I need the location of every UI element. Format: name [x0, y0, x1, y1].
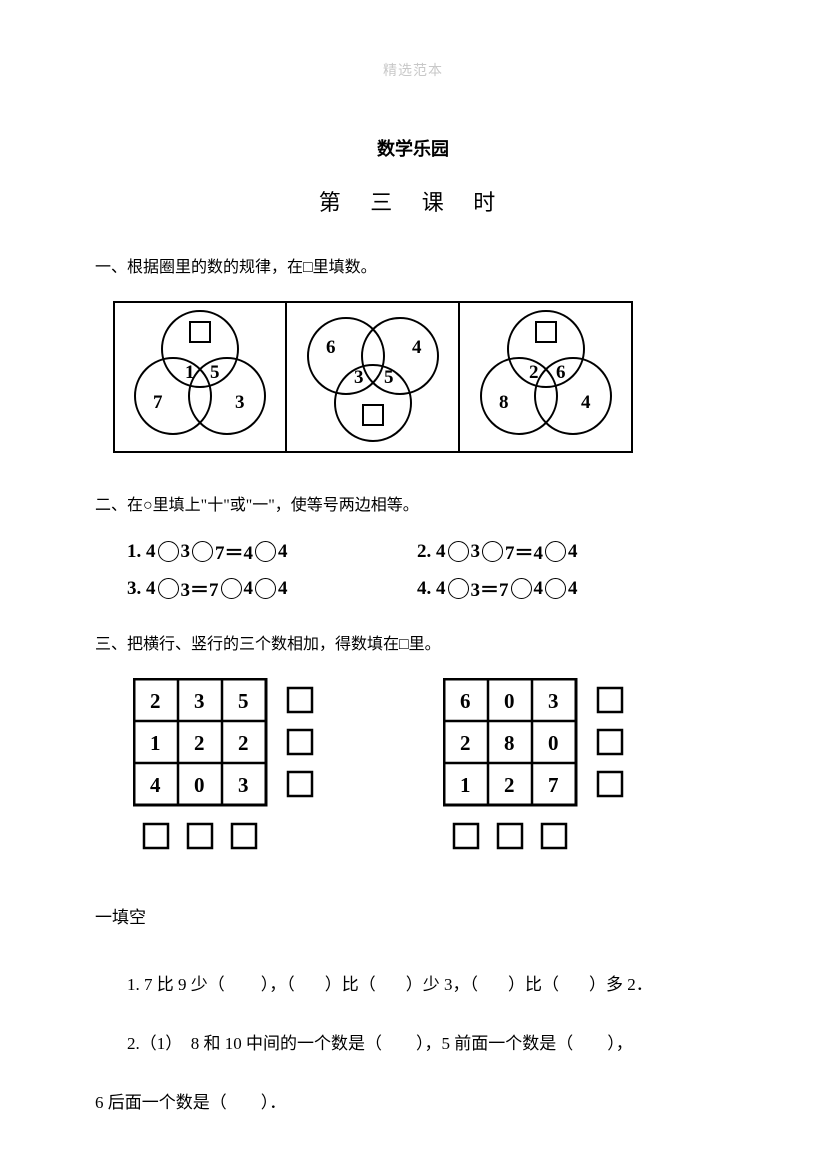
- q1-text: 1. 7 比 9 少（: [127, 975, 225, 994]
- svg-text:1: 1: [460, 773, 471, 797]
- section-2-heading: 二、在○里填上"十"或"一"，使等号两边相等。: [95, 493, 731, 519]
- svg-text:6: 6: [326, 337, 336, 358]
- blank-circle[interactable]: [221, 578, 242, 599]
- svg-text:2: 2: [504, 773, 515, 797]
- svg-text:7: 7: [153, 392, 163, 413]
- blank-circle[interactable]: [511, 578, 532, 599]
- section-1-heading: 一、根据圈里的数的规律，在□里填数。: [95, 255, 731, 281]
- svg-text:0: 0: [548, 731, 559, 755]
- grids-block: 2 3 5 1 2 2 4 0 3 6 0 3 2 8 0 1 2 7: [133, 678, 731, 858]
- equations-block: 1. 437＝44 2. 437＝44 3. 43＝744 4. 43＝744: [95, 538, 731, 602]
- watermark-text: 精选范本: [95, 60, 731, 80]
- grid-1: 2 3 5 1 2 2 4 0 3: [133, 678, 353, 858]
- svg-text:0: 0: [194, 773, 205, 797]
- q2-text: 6 后面一个数是（: [95, 1093, 227, 1112]
- svg-text:5: 5: [384, 367, 394, 388]
- q2-text: ），5 前面一个数是（: [416, 1034, 573, 1053]
- section-3-heading: 三、把横行、竖行的三个数相加，得数填在□里。: [95, 632, 731, 658]
- svg-text:3: 3: [238, 773, 249, 797]
- q2-text: 2.（1） 8 和 10 中间的一个数是（: [127, 1034, 382, 1053]
- blank-circle[interactable]: [448, 541, 469, 562]
- svg-text:1: 1: [150, 731, 161, 755]
- blank-circle[interactable]: [158, 541, 179, 562]
- svg-text:8: 8: [499, 392, 509, 413]
- eq-num: 3.: [127, 578, 141, 600]
- svg-text:5: 5: [210, 362, 220, 383]
- equation-2: 2. 437＝44: [417, 538, 578, 565]
- circles-diagram: 1 5 7 3 6 4 3 5 2 6 8 4: [113, 301, 731, 453]
- svg-text:4: 4: [581, 392, 591, 413]
- q2-text: ），: [607, 1034, 633, 1053]
- blank-circle[interactable]: [545, 578, 566, 599]
- blank-circle[interactable]: [192, 541, 213, 562]
- grid-2: 6 0 3 2 8 0 1 2 7: [443, 678, 663, 858]
- blank-circle[interactable]: [545, 541, 566, 562]
- fill-question-1: 1. 7 比 9 少（ ），（ ）比（ ）少 3，（ ）比（ ）多 2．: [95, 963, 731, 1007]
- blank-circle[interactable]: [255, 578, 276, 599]
- svg-text:8: 8: [504, 731, 515, 755]
- q2-text: ）．: [261, 1093, 287, 1112]
- svg-text:6: 6: [460, 689, 471, 713]
- blank-circle[interactable]: [482, 541, 503, 562]
- svg-text:6: 6: [556, 362, 566, 383]
- eq-num: 1.: [127, 541, 141, 563]
- q1-text: ）比（: [508, 975, 559, 994]
- svg-text:2: 2: [460, 731, 471, 755]
- page-title: 数学乐园: [95, 135, 731, 161]
- svg-text:3: 3: [548, 689, 559, 713]
- q1-text: ）少 3，（: [406, 975, 478, 994]
- q1-text: ）多 2．: [589, 975, 653, 994]
- svg-text:5: 5: [238, 689, 249, 713]
- blank-circle[interactable]: [158, 578, 179, 599]
- q1-text: ），（: [261, 975, 295, 994]
- q1-text: ）比（: [325, 975, 376, 994]
- svg-text:2: 2: [150, 689, 161, 713]
- fill-question-2-line2: 6 后面一个数是（ ）．: [95, 1081, 731, 1125]
- svg-text:7: 7: [548, 773, 559, 797]
- eq-num: 4.: [417, 578, 431, 600]
- page-subtitle: 第 三 课 时: [95, 185, 731, 217]
- blank-circle[interactable]: [255, 541, 276, 562]
- fill-question-2: 2.（1） 8 和 10 中间的一个数是（ ），5 前面一个数是（ ），: [95, 1022, 731, 1066]
- svg-text:2: 2: [238, 731, 249, 755]
- equation-3: 3. 43＝744: [127, 575, 417, 602]
- eq-num: 2.: [417, 541, 431, 563]
- svg-text:0: 0: [504, 689, 515, 713]
- svg-text:4: 4: [150, 773, 161, 797]
- svg-text:2: 2: [194, 731, 205, 755]
- svg-text:4: 4: [412, 337, 422, 358]
- equation-4: 4. 43＝744: [417, 575, 578, 602]
- blank-circle[interactable]: [448, 578, 469, 599]
- section-4-heading: 一填空: [95, 903, 731, 928]
- svg-text:2: 2: [529, 362, 539, 383]
- svg-text:3: 3: [235, 392, 245, 413]
- svg-text:1: 1: [185, 362, 195, 383]
- equation-1: 1. 437＝44: [127, 538, 417, 565]
- svg-text:3: 3: [194, 689, 205, 713]
- svg-text:3: 3: [354, 367, 364, 388]
